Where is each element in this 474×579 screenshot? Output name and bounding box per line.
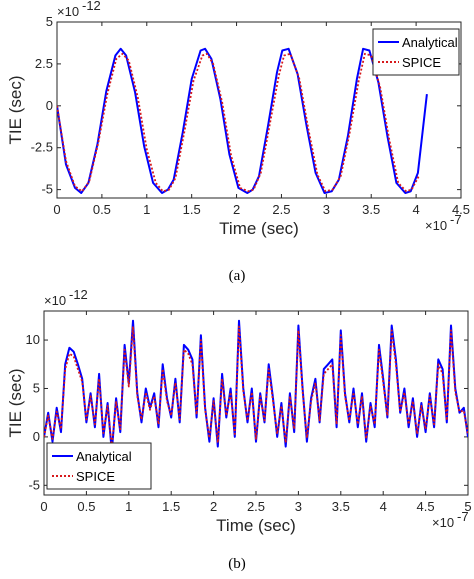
x-tick-label: 1 bbox=[143, 202, 150, 217]
legend-label-analytical: Analytical bbox=[402, 35, 458, 50]
x-axis-label: Time (sec) bbox=[216, 516, 296, 535]
figure-caption: (b) bbox=[228, 556, 246, 572]
series-group bbox=[57, 47, 428, 194]
series-line-spice bbox=[44, 325, 468, 448]
y-tick-label: 5 bbox=[46, 14, 53, 29]
x-exponent: ×10 bbox=[432, 515, 454, 530]
y-tick-label: -2.5 bbox=[31, 140, 53, 155]
x-tick-label: 4 bbox=[412, 202, 419, 217]
y-tick-label: -5 bbox=[28, 477, 40, 492]
legend-box bbox=[46, 442, 152, 490]
x-tick-label: 1 bbox=[125, 499, 132, 514]
legend-box bbox=[372, 28, 460, 76]
x-tick-label: 5 bbox=[464, 499, 471, 514]
y-axis-label: TIE (sec) bbox=[6, 76, 25, 145]
legend: Analytical SPICE bbox=[372, 28, 460, 76]
x-tick-label: 0.5 bbox=[93, 202, 111, 217]
y-tick-label: 0 bbox=[33, 429, 40, 444]
y-axis-label: TIE (sec) bbox=[6, 369, 25, 438]
x-tick-label: 3 bbox=[323, 202, 330, 217]
x-tick-label: 3.5 bbox=[332, 499, 350, 514]
series-line-analytical bbox=[57, 47, 428, 194]
x-tick-label: 4.5 bbox=[417, 499, 435, 514]
x-tick-label: 0 bbox=[53, 202, 60, 217]
x-tick-label: 2.5 bbox=[272, 202, 290, 217]
x-exponent-power: -7 bbox=[450, 212, 462, 227]
x-tick-label: 4 bbox=[380, 499, 387, 514]
series-group bbox=[44, 319, 468, 453]
x-tick-label: 1.5 bbox=[183, 202, 201, 217]
x-tick-label: 4.5 bbox=[452, 202, 470, 217]
y-tick-label: 5 bbox=[33, 380, 40, 395]
legend-label-analytical: Analytical bbox=[76, 449, 132, 464]
figure-caption: (a) bbox=[229, 268, 246, 284]
legend-label-spice: SPICE bbox=[402, 55, 441, 70]
x-exponent: ×10 bbox=[425, 218, 447, 233]
y-tick-label: 10 bbox=[26, 332, 40, 347]
y-tick-label: -5 bbox=[41, 182, 53, 197]
x-tick-label: 2 bbox=[210, 499, 217, 514]
x-tick-label: 1.5 bbox=[162, 499, 180, 514]
y-exponent-power: -12 bbox=[69, 287, 88, 302]
x-tick-label: 2.5 bbox=[247, 499, 265, 514]
y-exponent-power: -12 bbox=[82, 0, 101, 13]
legend: Analytical SPICE bbox=[46, 442, 152, 490]
legend-label-spice: SPICE bbox=[76, 469, 115, 484]
x-tick-label: 0.5 bbox=[77, 499, 95, 514]
x-tick-label: 3 bbox=[295, 499, 302, 514]
y-tick-label: 0 bbox=[46, 98, 53, 113]
x-tick-label: 2 bbox=[233, 202, 240, 217]
chart-a: 0 0.5 1 1.5 2 2.5 3 3.5 4 4.5 -5 -2.5 0 2.5 5 Time (sec… bbox=[6, 0, 470, 284]
x-axis-label: Time (sec) bbox=[219, 219, 299, 238]
y-exponent: ×10 bbox=[44, 293, 66, 308]
y-tick-label: 2.5 bbox=[35, 56, 53, 71]
x-exponent-power: -7 bbox=[457, 509, 469, 524]
x-tick-label: 3.5 bbox=[362, 202, 380, 217]
x-tick-label: 0 bbox=[40, 499, 47, 514]
y-exponent: ×10 bbox=[57, 4, 79, 19]
